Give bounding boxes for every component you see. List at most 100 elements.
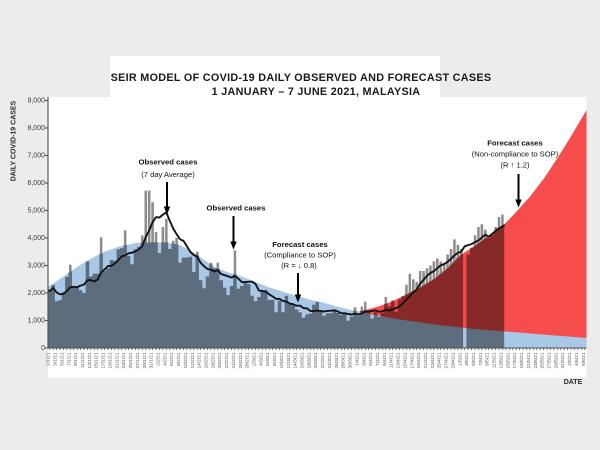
svg-text:10/2/21: 10/2/21 [183,352,189,368]
svg-text:2,000: 2,000 [27,290,45,297]
svg-text:6/6/21: 6/6/21 [581,352,587,366]
svg-text:2/6/21: 2/6/21 [567,352,573,366]
svg-text:(R = ↓ 0.8): (R = ↓ 0.8) [281,261,317,270]
svg-text:Forecast cases: Forecast cases [272,240,328,249]
svg-text:21/1/21: 21/1/21 [114,352,120,368]
svg-text:0: 0 [41,345,45,352]
svg-text:1/4/21: 1/4/21 [354,352,360,366]
svg-text:(7 day Average): (7 day Average) [141,170,195,179]
svg-text:Observed cases: Observed cases [139,158,198,167]
svg-text:30/3/21: 30/3/21 [348,352,354,368]
svg-text:12/2/21: 12/2/21 [190,352,196,368]
svg-text:8/2/21: 8/2/21 [176,352,182,366]
svg-text:15/1/21: 15/1/21 [94,352,100,368]
svg-text:2/2/21: 2/2/21 [156,352,162,366]
svg-text:27/5/21: 27/5/21 [547,352,553,368]
svg-text:23/5/21: 23/5/21 [533,352,539,368]
svg-text:17/4/21: 17/4/21 [409,352,415,368]
svg-text:DAILY COVID-19 CASES: DAILY COVID-19 CASES [11,100,18,181]
svg-text:25/1/21: 25/1/21 [128,352,134,368]
svg-text:6/2/21: 6/2/21 [169,352,175,366]
svg-text:9/1/21: 9/1/21 [73,352,79,366]
svg-text:5/1/21: 5/1/21 [59,352,65,366]
svg-text:3,000: 3,000 [27,263,45,270]
svg-text:17/1/21: 17/1/21 [101,352,107,368]
svg-text:21/4/21: 21/4/21 [423,352,429,368]
svg-text:(R ↑ 1.2): (R ↑ 1.2) [500,161,530,170]
svg-text:28/3/21: 28/3/21 [341,352,347,368]
svg-text:19/4/21: 19/4/21 [416,352,422,368]
svg-text:29/1/21: 29/1/21 [142,352,148,368]
svg-text:19/1/21: 19/1/21 [108,352,114,368]
svg-text:1/5/21: 1/5/21 [457,352,463,366]
svg-text:23/4/21: 23/4/21 [430,352,436,368]
svg-text:11/1/21: 11/1/21 [80,352,86,368]
svg-text:21/5/21: 21/5/21 [526,352,532,368]
svg-text:1/1/21: 1/1/21 [46,352,52,366]
svg-text:16/3/21: 16/3/21 [300,352,306,368]
svg-text:25/4/21: 25/4/21 [437,352,443,368]
svg-text:SEIR MODEL OF COVID-19 DAILY O: SEIR MODEL OF COVID-19 DAILY OBSERVED AN… [111,72,492,84]
svg-text:26/2/21: 26/2/21 [238,352,244,368]
svg-text:1 JANUARY – 7 JUNE 2021, MALAY: 1 JANUARY – 7 JUNE 2021, MALAYSIA [212,86,421,98]
svg-text:24/2/21: 24/2/21 [231,352,237,368]
svg-text:24/3/21: 24/3/21 [327,352,333,368]
svg-text:14/3/21: 14/3/21 [293,352,299,368]
svg-text:23/1/21: 23/1/21 [121,352,127,368]
svg-text:5,000: 5,000 [27,208,45,215]
svg-text:11/5/21: 11/5/21 [492,352,498,368]
svg-text:7/5/21: 7/5/21 [478,352,484,366]
svg-text:22/3/21: 22/3/21 [320,352,326,368]
svg-text:13/5/21: 13/5/21 [499,352,505,368]
svg-text:3/1/21: 3/1/21 [53,352,59,366]
svg-text:19/5/21: 19/5/21 [519,352,525,368]
svg-text:Forecast cases: Forecast cases [487,139,543,148]
svg-text:14/2/21: 14/2/21 [197,352,203,368]
svg-text:20/2/21: 20/2/21 [217,352,223,368]
svg-text:4/3/21: 4/3/21 [258,352,264,366]
svg-text:4/2/21: 4/2/21 [162,352,168,366]
svg-text:15/4/21: 15/4/21 [402,352,408,368]
svg-text:12/3/21: 12/3/21 [286,352,292,368]
svg-text:31/5/21: 31/5/21 [560,352,566,368]
svg-text:10/3/21: 10/3/21 [279,352,285,368]
svg-text:8/3/21: 8/3/21 [272,352,278,366]
svg-text:(Non-compliance to SOP): (Non-compliance to SOP) [472,150,559,159]
svg-text:13/1/21: 13/1/21 [87,352,93,368]
svg-text:29/4/21: 29/4/21 [450,352,456,368]
svg-text:1,000: 1,000 [27,318,45,325]
svg-text:6/3/21: 6/3/21 [265,352,271,366]
svg-text:3/5/21: 3/5/21 [464,352,470,366]
svg-text:25/5/21: 25/5/21 [540,352,546,368]
svg-text:Observed cases: Observed cases [207,204,266,213]
svg-text:7/1/21: 7/1/21 [66,352,72,366]
svg-text:18/2/21: 18/2/21 [210,352,216,368]
svg-text:3/4/21: 3/4/21 [361,352,367,366]
svg-text:6,000: 6,000 [27,180,45,187]
svg-text:17/5/21: 17/5/21 [512,352,518,368]
svg-text:7/4/21: 7/4/21 [375,352,381,366]
svg-text:29/5/21: 29/5/21 [553,352,559,368]
svg-text:DATE: DATE [564,379,583,386]
svg-text:26/3/21: 26/3/21 [334,352,340,368]
svg-text:13/4/21: 13/4/21 [396,352,402,368]
svg-text:9/5/21: 9/5/21 [485,352,491,366]
svg-text:27/1/21: 27/1/21 [135,352,141,368]
svg-text:15/5/21: 15/5/21 [505,352,511,368]
svg-text:9,000: 9,000 [27,98,45,105]
svg-text:9/4/21: 9/4/21 [382,352,388,366]
svg-text:8,000: 8,000 [27,125,45,132]
svg-text:27/4/21: 27/4/21 [444,352,450,368]
svg-text:4,000: 4,000 [27,235,45,242]
svg-text:20/3/21: 20/3/21 [313,352,319,368]
svg-text:22/2/21: 22/2/21 [224,352,230,368]
svg-text:4/6/21: 4/6/21 [574,352,580,366]
svg-text:31/1/21: 31/1/21 [149,352,155,368]
svg-text:5/5/21: 5/5/21 [471,352,477,366]
svg-text:5/4/21: 5/4/21 [368,352,374,366]
svg-text:28/2/21: 28/2/21 [245,352,251,368]
svg-text:11/4/21: 11/4/21 [389,352,395,368]
svg-text:2/3/21: 2/3/21 [252,352,258,366]
svg-text:18/3/21: 18/3/21 [306,352,312,368]
svg-text:7,000: 7,000 [27,153,45,160]
